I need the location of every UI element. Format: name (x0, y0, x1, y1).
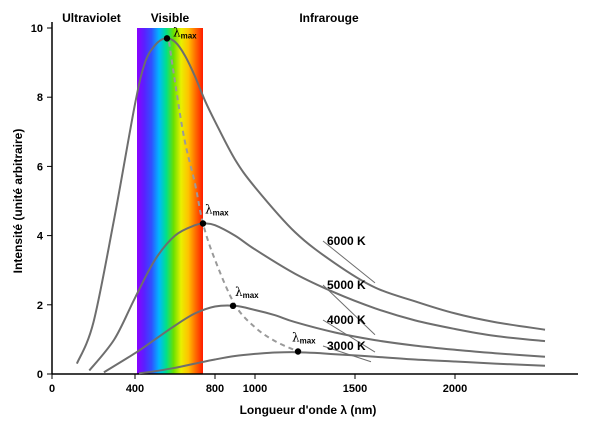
x-tick-label-5: 2000 (443, 383, 467, 395)
series-label-1: 5000 K (327, 278, 366, 292)
chart-axes: 0 400 800 1000 1500 2000 0 2 4 6 8 10 (31, 22, 578, 395)
series-leader-1 (322, 284, 376, 336)
lambda-max-label-2: λmax (235, 285, 259, 300)
series-line-2 (103, 304, 546, 374)
x-tick-label-1: 400 (126, 383, 144, 395)
lambda-max-label-1: λmax (205, 202, 229, 217)
series-leader-3 (322, 345, 372, 363)
peak-dot-1 (199, 220, 207, 227)
y-axis-title: Intensité (unité arbitraire) (11, 129, 25, 274)
series-label-0: 6000 K (327, 234, 366, 248)
x-tick-label-4: 1500 (343, 383, 367, 395)
region-label-2: Infrarouge (299, 11, 359, 25)
lambda-max-label-3: λmax (292, 331, 316, 346)
peak-dot-0 (163, 35, 171, 42)
x-tick-label-2: 800 (206, 383, 224, 395)
y-tick-label-1: 2 (37, 300, 43, 312)
series-line-0 (75, 37, 546, 364)
peak-locus-line (168, 41, 299, 353)
series-line-1 (88, 222, 546, 372)
series-label-3: 3000 K (327, 339, 366, 353)
series-leader-2 (322, 319, 376, 353)
y-tick-label-2: 4 (37, 231, 44, 243)
visible-spectrum-band (137, 28, 203, 374)
visible-spectrum-gradient (137, 28, 203, 374)
y-tick-label-0: 0 (37, 369, 43, 381)
peak-dot-3 (294, 348, 302, 355)
x-tick-label-0: 0 (49, 383, 55, 395)
x-axis-title: Longueur d'onde λ (nm) (240, 403, 377, 417)
peak-dot-2 (229, 302, 237, 310)
region-label-0: Ultraviolet (62, 11, 121, 25)
series-leader-0 (322, 240, 376, 284)
y-tick-label-5: 10 (31, 23, 43, 35)
region-label-1: Visible (151, 11, 190, 25)
series-labels: 6000 K 5000 K 4000 K 3000 K (322, 234, 376, 363)
spectral-region-labels: Ultraviolet Visible Infrarouge (62, 11, 359, 25)
series-label-2: 4000 K (327, 313, 366, 327)
lambda-max-label-0: λmax (173, 25, 197, 40)
series-line-3 (138, 351, 546, 375)
intensity-curves (75, 37, 546, 375)
y-tick-label-3: 6 (37, 161, 43, 173)
y-tick-label-4: 8 (37, 92, 43, 104)
x-tick-label-3: 1000 (243, 383, 267, 395)
